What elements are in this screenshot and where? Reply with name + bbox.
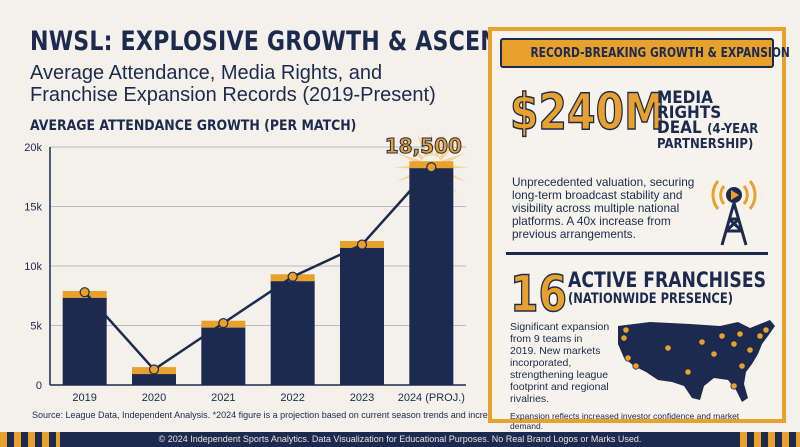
page-title: NWSL: EXPLOSIVE GROWTH & ASCENSION (30, 26, 562, 57)
franchise-label-line1: ACTIVE FRANCHISES (568, 268, 766, 292)
bar (201, 326, 246, 385)
trend-point (218, 318, 229, 329)
trend-point (287, 271, 298, 282)
footer-bar (0, 432, 800, 447)
media-label-line3: PARTNERSHIP) (657, 137, 754, 152)
us-map-icon (618, 320, 775, 402)
y-tick-label: 15k (24, 202, 42, 214)
franchise-description: Significant expansion from 9 teams in 20… (510, 321, 610, 405)
media-label-line1: MEDIA RIGHTS (657, 88, 722, 123)
bar (409, 167, 454, 385)
attendance-chart: 0 5k 10k 15k 20k 2019 2020 2021 2022 2023 2024 (PR… (24, 135, 470, 404)
x-tick-label: 2022 (280, 392, 304, 404)
franchise-note: Expansion reflects increased investor co… (510, 411, 740, 431)
y-tick-label: 0 (36, 380, 42, 392)
x-tick-label: 2024 (PROJ.) (398, 392, 465, 404)
y-tick-label: 20k (24, 142, 42, 154)
panel-divider (506, 252, 768, 255)
x-tick-label: 2020 (142, 392, 166, 404)
trend-line (83, 166, 433, 372)
media-rights-description: Unprecedented valuation, securing long-t… (512, 175, 695, 241)
franchise-label-line2: (NATIONWIDE PRESENCE) (568, 291, 733, 307)
footer-text: © 2024 Independent Sports Analytics. Dat… (158, 434, 642, 444)
highlight-value-label: 18,500 (385, 135, 462, 158)
panel-header: RECORD-BREAKING GROWTH & EXPANSION (500, 38, 790, 68)
x-tick-label: 2019 (72, 392, 96, 404)
trend-point (426, 162, 437, 173)
footer-stripes-right (740, 432, 800, 447)
trend-point (148, 364, 160, 375)
bar (132, 373, 176, 385)
broadcast-tower-icon (711, 180, 757, 246)
footer-stripes-left (0, 432, 60, 447)
x-tick-label: 2021 (211, 392, 235, 404)
bar (270, 280, 315, 385)
x-tick-label: 2023 (350, 392, 374, 404)
media-label-paren: (4-YEAR (707, 122, 759, 137)
media-label-line2: DEAL (657, 118, 702, 138)
media-rights-value: $240M (509, 82, 665, 142)
bar (340, 246, 384, 385)
y-tick-label: 5k (30, 321, 42, 333)
chart-heading: AVERAGE ATTENDANCE GROWTH (PER MATCH) (30, 118, 357, 134)
stats-panel: RECORD-BREAKING GROWTH & EXPANSION $240M… (488, 27, 790, 431)
trend-point (79, 287, 90, 298)
media-rights-label: MEDIA RIGHTS DEAL (4-YEAR PARTNERSHIP) (657, 88, 770, 153)
source-note: Source: League Data, Independent Analysi… (32, 410, 587, 420)
franchise-count-value: 16 (509, 264, 568, 324)
trend-point (356, 239, 368, 250)
bar (62, 296, 107, 385)
franchise-label: ACTIVE FRANCHISES (NATIONWIDE PRESENCE) (568, 269, 766, 307)
y-tick-label: 10k (24, 261, 42, 273)
page-subtitle: Average Attendance, Media Rights, and Fr… (30, 62, 436, 106)
panel-header-text: RECORD-BREAKING GROWTH & EXPANSION (530, 46, 790, 61)
